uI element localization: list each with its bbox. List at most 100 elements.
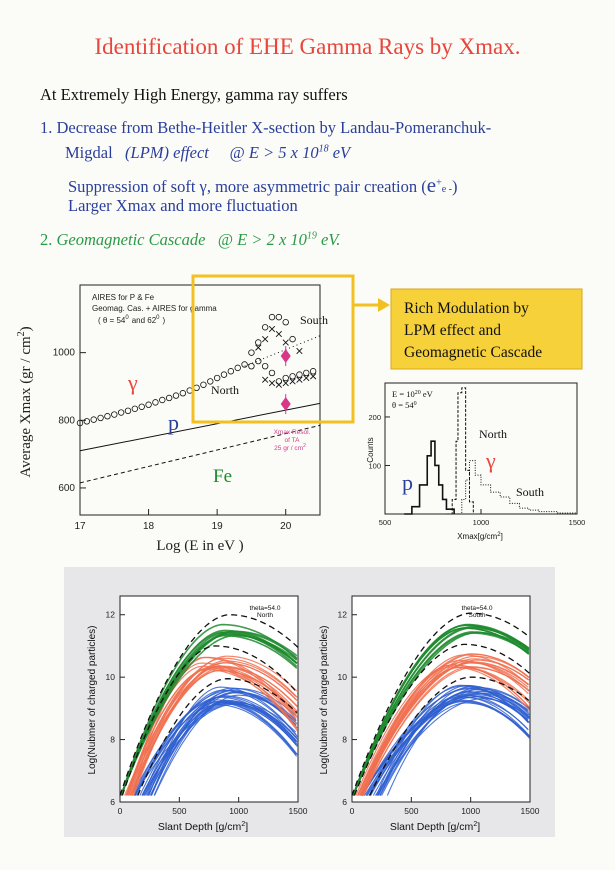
callout-arrowhead <box>378 298 390 312</box>
hist-north-series <box>446 387 474 515</box>
gamma-point <box>145 401 152 408</box>
xmax-ylabel-close: ) <box>18 326 34 331</box>
north-cross-point <box>275 381 282 388</box>
gamma-point <box>200 381 207 388</box>
north-circle-point <box>309 368 317 375</box>
gamma-point <box>241 361 248 368</box>
gamma-point <box>227 368 235 375</box>
item1-line2: Migdal (LPM) effect @ E > 5 x 1018 eV <box>65 143 350 163</box>
north-circle-point <box>268 369 276 377</box>
north-cross-point <box>289 378 296 385</box>
item1-exp: 18 <box>318 143 329 155</box>
north-cross-point <box>303 374 310 382</box>
north-circle-point <box>296 371 303 378</box>
hist-gamma-label: γ <box>485 448 496 473</box>
gamma-point <box>213 374 221 382</box>
xmax-xtick-label: 17 <box>74 521 86 532</box>
item1-unit: eV <box>328 143 351 162</box>
item1-lpm: (LPM) effect <box>125 143 209 162</box>
south-circle-point <box>248 349 255 356</box>
page-title: Identification of EHE Gamma Rays by Xmax… <box>94 34 521 59</box>
north-tag2: North <box>257 612 273 619</box>
shower-ytick-label: 12 <box>338 610 348 620</box>
north-circle-point <box>248 362 255 370</box>
south-cross-point <box>296 347 303 355</box>
xmax-ytick-label: 800 <box>58 415 75 426</box>
item2-energy: @ E > 2 x 10 <box>217 230 307 249</box>
hist-xlabel-sup: 2 <box>497 532 501 538</box>
orange-shower-curve <box>129 662 297 796</box>
blue-shower-curve <box>148 686 297 796</box>
orange-shower-curve <box>361 664 529 796</box>
shower-xtick-label: 0 <box>350 806 355 816</box>
north-shower-chart: 0 500 1000 1500 6 8 10 12 theta=54.0 North Log(… <box>87 595 308 833</box>
orange-shower-curve <box>357 653 530 796</box>
item1-migdal: Migdal <box>65 143 113 162</box>
gamma-point <box>76 419 84 427</box>
proton-line <box>79 402 321 452</box>
xmax-xlabel: Log (E in eV ) <box>156 538 243 554</box>
callout-line3: Geomagnetic Cascade <box>404 344 542 361</box>
xmax-ytick-label: 600 <box>58 483 75 494</box>
xmax-xtick-label: 18 <box>143 521 155 532</box>
north-xlabel-sup: 2 <box>241 821 245 828</box>
gamma-point <box>131 405 139 412</box>
hist-p-label: p <box>402 470 413 495</box>
blue-shower-curve <box>376 702 530 796</box>
shower-xtick-label: 1000 <box>229 806 248 816</box>
average-shower-curve <box>137 678 298 796</box>
average-shower-curve <box>351 612 531 796</box>
gamma-point <box>193 384 200 392</box>
north-circle-point <box>255 357 262 365</box>
item2-unit: eV. <box>316 230 341 249</box>
blue-shower-curve <box>381 693 530 796</box>
shower-ytick-label: 6 <box>110 797 115 807</box>
north-cross-point <box>268 379 276 387</box>
callout-box <box>390 288 583 370</box>
xmax-ylabel-sup: 2 <box>16 331 27 336</box>
shower-xtick-label: 1500 <box>289 806 308 816</box>
item2-number: 2. <box>40 230 57 249</box>
north-circle-point <box>282 374 289 382</box>
hist-xlabel: Xmax[g/cm <box>457 532 497 541</box>
hist-title-2: 20 <box>415 390 421 396</box>
item1-energy: @ E > 5 x 10 <box>229 143 319 162</box>
svg-text:Slant Depth [g/cm2]: Slant Depth [g/cm2] <box>390 821 480 833</box>
xmax-legend-2: Geomag. Cas. + AIRES for gamma <box>92 304 217 313</box>
gamma-point <box>172 392 180 399</box>
south-xlabel-sup: 2 <box>473 821 477 828</box>
blue-shower-curve <box>133 702 297 796</box>
south-cross-point <box>268 325 276 333</box>
hist-title-4: θ = 54 <box>392 400 414 410</box>
gamma-point <box>138 403 145 410</box>
orange-shower-curve <box>363 665 531 796</box>
gamma-point <box>207 378 214 385</box>
hist-xlabel-close: ] <box>501 532 503 541</box>
xmax-xtick-label: 19 <box>212 521 224 532</box>
item2-cascade: Geomagnetic Cascade <box>56 230 206 249</box>
south-circle-point <box>275 313 283 321</box>
hist-xtick-label: 1000 <box>473 518 490 527</box>
gamma-point <box>117 409 125 416</box>
xmax-legend-4: 0 <box>125 315 129 321</box>
south-cross-point <box>255 344 262 351</box>
shower-ytick-label: 12 <box>106 610 116 620</box>
xmax-legend-6: 0 <box>156 315 160 321</box>
item1-plus: + <box>436 177 442 189</box>
shower-xtick-label: 500 <box>404 806 418 816</box>
shower-xtick-label: 0 <box>118 806 123 816</box>
shower-ytick-label: 10 <box>106 672 116 682</box>
south-shower-chart: 0 500 1000 1500 6 8 10 12 theta=54.0 South Log(… <box>319 595 540 833</box>
xmax-resol-4: 2 <box>303 443 306 449</box>
xmax-p-label: p <box>168 410 179 435</box>
average-shower-curve <box>369 676 530 796</box>
north-tag: theta=54.0 <box>250 605 281 612</box>
gamma-point <box>90 416 97 423</box>
south-cross-point <box>275 330 282 338</box>
south-cross-point <box>262 335 269 343</box>
item2-line: 2. Geomagnetic Cascade @ E > 2 x 1019 eV… <box>40 230 340 250</box>
shower-xtick-label: 1500 <box>521 806 540 816</box>
svg-text:25 gr / cm2: 25 gr / cm2 <box>274 443 306 452</box>
